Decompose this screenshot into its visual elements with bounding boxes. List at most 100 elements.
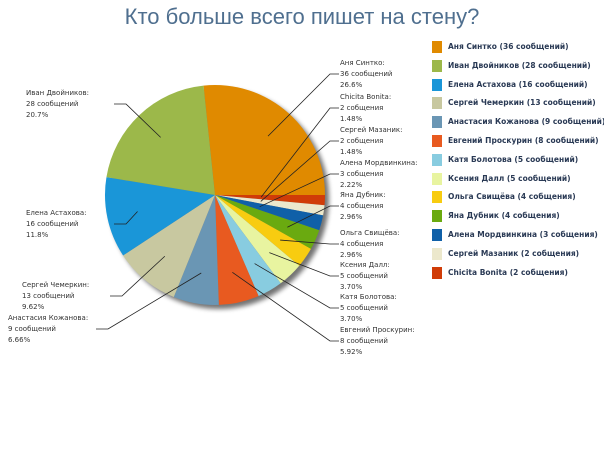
label-value: 4 собщения bbox=[340, 202, 384, 210]
leader-line bbox=[259, 173, 339, 208]
pie-slice bbox=[105, 177, 215, 256]
legend-item: Яна Дубник (4 собщения) bbox=[432, 209, 560, 223]
leader-line bbox=[232, 271, 339, 342]
pie-slice bbox=[203, 85, 325, 195]
pie-slice bbox=[215, 195, 324, 231]
legend-item: Катя Болотова (5 сообщений) bbox=[432, 153, 578, 166]
legend-swatch bbox=[432, 41, 442, 53]
leader-line bbox=[114, 211, 138, 225]
data-label: Сергей Чемеркин: 13 сообщений 9.62% bbox=[22, 280, 89, 313]
label-percent: 26.6% bbox=[340, 81, 363, 89]
label-name: Ольга Свищёва: bbox=[340, 229, 400, 237]
pie-slice bbox=[123, 195, 215, 297]
legend-label: Евгений Проскурин (8 сообщений) bbox=[448, 136, 599, 145]
leader-line bbox=[260, 107, 339, 198]
legend-item: Ольга Свищёва (4 собщения) bbox=[432, 190, 576, 204]
label-percent: 1.48% bbox=[340, 115, 363, 123]
label-value: 3 собщения bbox=[340, 170, 384, 178]
legend-swatch bbox=[432, 172, 442, 185]
legend-label: Алена Мордвинкина (3 собщения) bbox=[448, 230, 598, 239]
label-value: 13 сообщений bbox=[22, 292, 75, 300]
label-percent: 6.66% bbox=[8, 336, 31, 344]
leader-line bbox=[260, 140, 339, 202]
data-label: Сергей Мазаник: 2 собщения 1.48% bbox=[340, 125, 402, 158]
legend-label: Анастасия Кожанова (9 сообщений) bbox=[448, 117, 604, 127]
label-name: Алена Мордвинкина: bbox=[340, 159, 418, 167]
legend-item: Иван Двойников (28 сообщений) bbox=[432, 59, 591, 72]
label-name: Аня Синтко: bbox=[340, 59, 385, 67]
legend-swatch bbox=[432, 229, 442, 241]
label-name: Елена Астахова: bbox=[26, 209, 87, 217]
leader-line bbox=[280, 239, 339, 245]
legend-item: Сергей Мазаник (2 собщения) bbox=[432, 247, 579, 260]
legend-item: Елена Астахова (16 сообщений) bbox=[432, 78, 588, 91]
legend-label: Яна Дубник (4 собщения) bbox=[448, 211, 560, 221]
pie-slice bbox=[215, 195, 300, 284]
label-name: Иван Двойников: bbox=[26, 89, 89, 97]
data-label: Иван Двойников: 28 сообщений 20.7% bbox=[26, 88, 89, 121]
label-name: Chicita Bonita: bbox=[340, 93, 392, 101]
legend-swatch bbox=[432, 97, 442, 110]
leader-line bbox=[287, 205, 339, 228]
pie-slice bbox=[215, 195, 325, 216]
legend-swatch bbox=[432, 78, 442, 91]
legend-label: Иван Двойников (28 сообщений) bbox=[448, 60, 591, 70]
legend-swatch bbox=[432, 210, 442, 223]
pie-slice bbox=[215, 195, 259, 305]
pie-slice bbox=[215, 195, 320, 249]
legend-label: Сергей Чемеркин (13 сообщений) bbox=[448, 98, 596, 108]
label-percent: 2.96% bbox=[340, 213, 363, 221]
legend-swatch bbox=[432, 247, 442, 260]
data-label: Аня Синтко: 36 сообщений 26.6% bbox=[340, 58, 392, 91]
label-value: 2 собщения bbox=[340, 137, 384, 145]
leader-line bbox=[269, 252, 339, 277]
data-label: Евгений Проскурин: 8 сообщений 5.92% bbox=[340, 325, 415, 358]
label-value: 5 сообщений bbox=[340, 304, 388, 312]
legend-item: Ксения Далл (5 сообщений) bbox=[432, 172, 571, 185]
pie-slice bbox=[106, 85, 215, 195]
label-percent: 3.70% bbox=[340, 283, 363, 291]
leader-line bbox=[96, 272, 202, 330]
label-value: 36 сообщений bbox=[340, 70, 393, 78]
pie-slice bbox=[215, 195, 325, 206]
label-percent: 1.48% bbox=[340, 148, 363, 156]
pie-slice bbox=[173, 195, 219, 305]
legend-item: Анастасия Кожанова (9 сообщений) bbox=[432, 115, 604, 129]
data-label: Chicita Bonita: 2 собщения 1.48% bbox=[340, 92, 391, 125]
legend-label: Сергей Мазаник (2 собщения) bbox=[448, 248, 580, 258]
label-name: Яна Дубник: bbox=[340, 191, 386, 199]
data-label: Алена Мордвинкина: 3 собщения 2.22% bbox=[340, 158, 418, 191]
pie-slice bbox=[215, 195, 281, 297]
legend-label: Chicita Bonita (2 собщения) bbox=[448, 267, 568, 277]
label-value: 5 сообщений bbox=[340, 272, 388, 280]
label-name: Ксения Далл: bbox=[340, 261, 390, 269]
label-value: 4 собщения bbox=[340, 240, 384, 248]
legend-swatch bbox=[432, 266, 442, 279]
legend-swatch bbox=[432, 116, 442, 129]
legend-item: Chicita Bonita (2 собщения) bbox=[432, 266, 568, 279]
legend-item: Евгений Проскурин (8 сообщений) bbox=[432, 134, 599, 147]
legend-label: Ольга Свищёва (4 собщения) bbox=[448, 192, 576, 202]
label-name: Сергей Чемеркин: bbox=[22, 281, 90, 289]
chart-title: Кто больше всего пишет на стену? bbox=[124, 4, 480, 29]
legend-swatch bbox=[432, 153, 442, 166]
data-label: Яна Дубник: 4 собщения 2.96% bbox=[340, 190, 386, 223]
label-percent: 2.22% bbox=[340, 181, 363, 189]
label-name: Сергей Мазаник: bbox=[340, 126, 403, 134]
label-value: 16 сообщений bbox=[26, 220, 79, 228]
label-percent: 11.8% bbox=[26, 231, 49, 239]
leader-line bbox=[267, 73, 339, 137]
data-label: Анастасия Кожанова: 9 сообщений 6.66% bbox=[8, 313, 88, 346]
legend-item: Аня Синтко (36 сообщений) bbox=[432, 40, 569, 53]
label-value: 2 собщения bbox=[340, 104, 384, 112]
legend-swatch bbox=[432, 191, 442, 204]
label-percent: 2.96% bbox=[340, 251, 363, 259]
label-value: 8 сообщений bbox=[340, 337, 388, 345]
legend-item: Сергей Чемеркин (13 сообщений) bbox=[432, 96, 596, 110]
label-percent: 9.62% bbox=[22, 303, 45, 311]
legend-swatch bbox=[432, 59, 442, 72]
data-label: Ольга Свищёва: 4 собщения 2.96% bbox=[340, 228, 400, 261]
data-label: Елена Астахова: 16 сообщений 11.8% bbox=[26, 208, 87, 241]
leader-line bbox=[110, 255, 166, 297]
